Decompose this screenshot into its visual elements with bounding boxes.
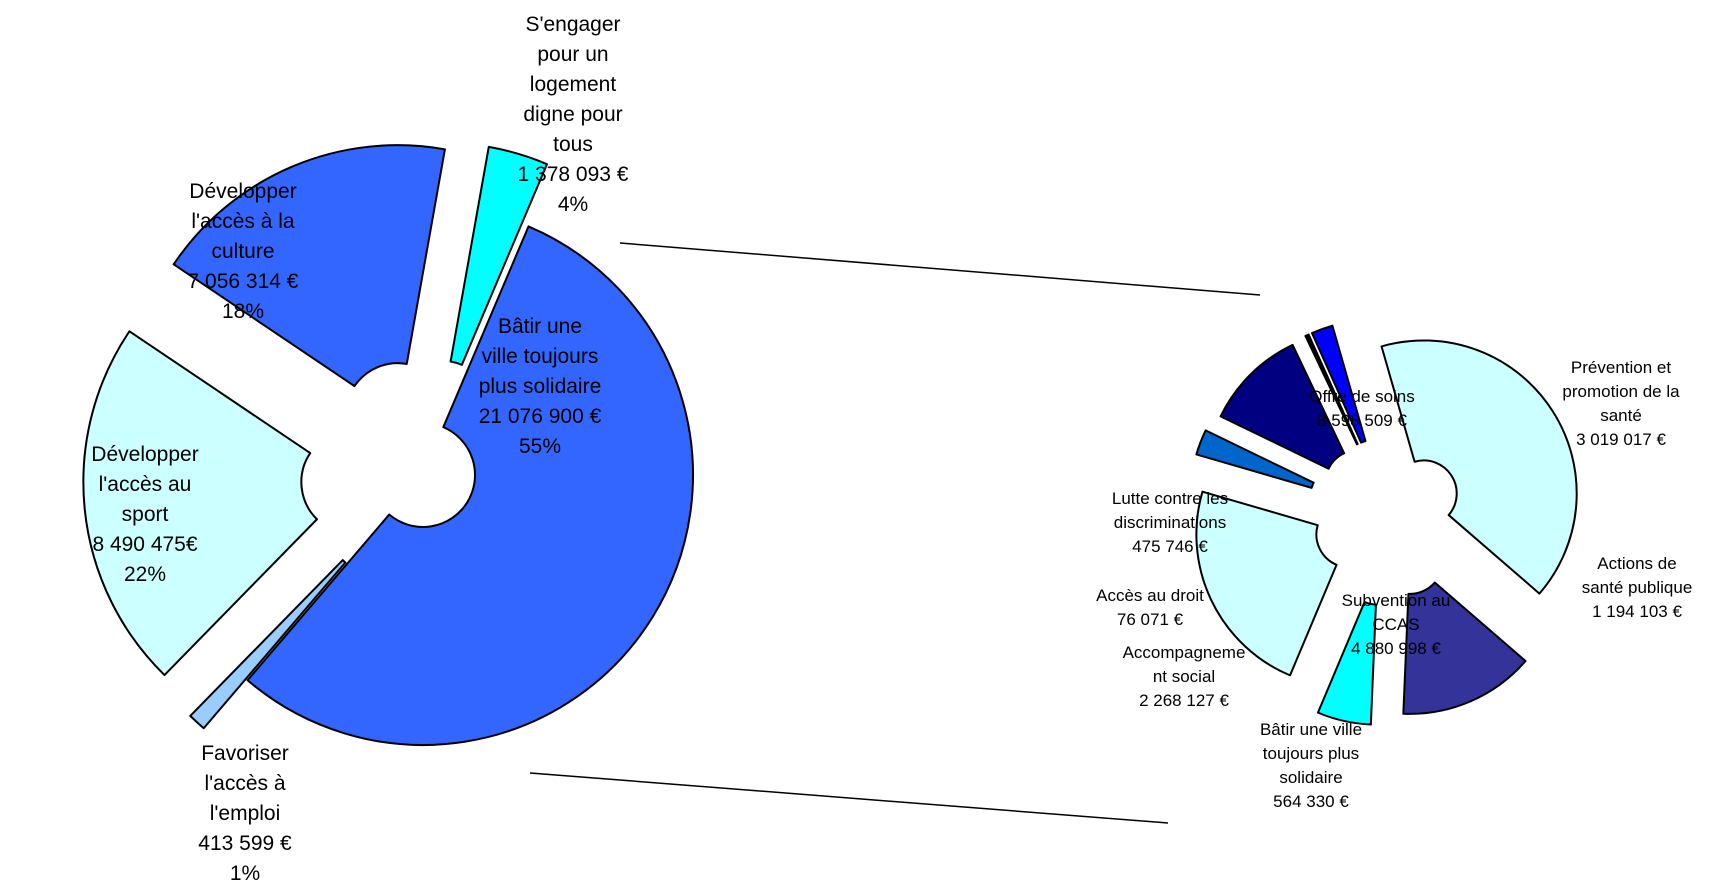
detail-label-subvention-au-ccas: Subvention au CCAS 4 880 998 €: [1342, 591, 1451, 658]
main-slice-developper-l-acces-a-la-culture: [172, 144, 446, 388]
main-label-developper-l-acces-au-sport: Développer l'accès au sport 8 490 475€ 22%: [91, 443, 198, 586]
main-label-favoriser-l-acces-a-l-emploi: Favoriser l'accès à l'emploi 413 599 €1%: [198, 742, 292, 885]
main-slice-batir-une-ville-toujours-plus-solidaire: [246, 225, 694, 746]
detail-label-lutte-contre-les-discriminations: Lutte contre les discriminations 475 746 €: [1112, 489, 1228, 556]
detail-slice-actions-de-sante-publique: [1316, 601, 1377, 726]
main-label-batir-une-ville-toujours-plus-solidaire: Bâtir une ville toujours plus solidaire 21 …: [479, 315, 602, 458]
connector-line-bottom: [529, 772, 1169, 824]
detail-slice-subvention-au-ccas: [1195, 490, 1338, 677]
main-chart-labels: Bâtir une ville toujours plus solidaire 21 …: [91, 13, 628, 885]
main-doughnut-chart: [82, 144, 694, 746]
main-slice-favoriser-l-acces-a-l-emploi: [189, 559, 347, 730]
detail-slice-batir-une-ville-toujours-plus-solidaire: [1195, 429, 1315, 489]
main-slice-developper-l-acces-au-sport: [82, 330, 318, 677]
detail-label-batir-une-ville-toujours-plus-solidaire: Bâtir une ville toujours plus solidaire 564…: [1260, 720, 1362, 811]
detail-chart-labels: Offre de soins 8 598 509 € Prévention et pr…: [1096, 358, 1692, 811]
detail-doughnut-chart: [1195, 324, 1578, 726]
detail-label-actions-de-sante-publique: Actions de santé publique 1 194 103 €: [1582, 554, 1693, 621]
connector-lines: [529, 242, 1261, 824]
detail-label-acces-au-droit: Accès au droit 76 071 €: [1096, 586, 1204, 629]
main-slice-s-engager-pour-un-logement-digne-pour-tous: [449, 145, 548, 366]
main-label-s-engager-pour-un-logement-digne-pour-tous: S'engager pour un logement digne pour tous 1 …: [518, 13, 629, 216]
detail-slice-offre-de-soins: [1380, 339, 1578, 595]
main-label-developper-l-acces-a-la-culture: Développer l'accès à la culture 7 056 314 €…: [188, 180, 299, 323]
connector-line-top: [619, 242, 1261, 296]
detail-slice-lutte-contre-les-discriminations: [1311, 324, 1367, 444]
detail-label-prevention-et-promotion-de-la-sante: Prévention et promotion de la santé 3 019 0…: [1562, 358, 1680, 449]
detail-slice-acces-au-droit: [1304, 333, 1359, 446]
detail-slice-prevention-et-promotion-de-la-sante: [1402, 581, 1527, 715]
detail-slice-accompagnement-social: [1219, 343, 1346, 470]
detail-label-accompagnement-social: Accompagneme nt social 2 268 127 €: [1123, 643, 1246, 710]
detail-label-offre-de-soins: Offre de soins 8 598 509 €: [1309, 387, 1415, 430]
